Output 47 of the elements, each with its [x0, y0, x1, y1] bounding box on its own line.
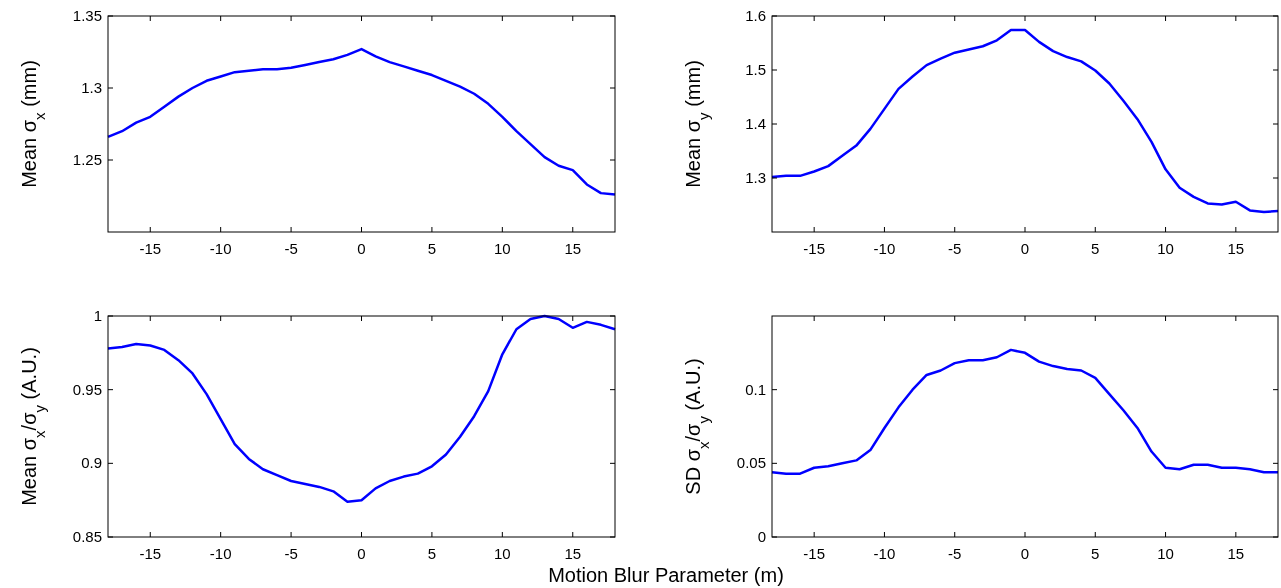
- x-tick-label: 5: [427, 545, 437, 562]
- line-series: [770, 28, 1280, 214]
- y-tick-label: 0.85: [72, 528, 102, 545]
- y-tick-label: 1.3: [745, 169, 766, 186]
- x-tick-label: -5: [284, 240, 298, 257]
- line-series: [106, 47, 617, 196]
- x-tick-label: 0: [357, 240, 366, 257]
- y-tick-label: 1.4: [745, 115, 766, 132]
- x-tick-label: -10: [873, 240, 896, 257]
- x-axis-title: Motion Blur Parameter (m): [548, 564, 784, 586]
- x-tick-label: 5: [427, 240, 437, 257]
- x-tick-label: 10: [493, 545, 511, 562]
- x-tick-label: 15: [564, 240, 582, 257]
- y-tick-label: 0.95: [72, 380, 102, 398]
- y-tick-label: 1.3: [81, 79, 102, 96]
- x-tick-label: 10: [1157, 240, 1174, 257]
- x-tick-label: 15: [1227, 240, 1245, 257]
- y-tick-label: 1.5: [745, 61, 766, 78]
- line-series: [106, 314, 617, 503]
- x-tick-label: -15: [139, 240, 162, 257]
- x-tick-label: -10: [209, 545, 232, 562]
- x-tick-label: 5: [1091, 545, 1100, 562]
- x-tick-label: 10: [493, 240, 511, 257]
- x-tick-label: -5: [948, 545, 962, 562]
- x-tick-label: -10: [209, 240, 232, 257]
- y-tick-label: 0.05: [736, 454, 766, 472]
- y-tick-label: 1.6: [745, 7, 766, 24]
- y-tick-label: 1: [93, 307, 102, 324]
- x-tick-label: -15: [803, 545, 826, 562]
- x-tick-label: 10: [1157, 545, 1174, 562]
- x-tick-label: 15: [564, 545, 582, 562]
- y-tick-label: 0: [757, 528, 766, 545]
- x-tick-label: -15: [803, 240, 826, 257]
- x-tick-label: 0: [357, 545, 366, 562]
- x-tick-label: -5: [948, 240, 962, 257]
- y-tick-label: 1.25: [72, 151, 102, 168]
- y-tick-label: 1.35: [72, 7, 102, 24]
- x-tick-label: -5: [284, 545, 298, 562]
- line-series: [770, 348, 1280, 475]
- x-tick-label: 15: [1227, 545, 1245, 562]
- x-tick-label: -15: [139, 545, 162, 562]
- y-tick-label: 0.1: [745, 380, 766, 398]
- x-tick-label: 0: [1020, 545, 1030, 562]
- y-tick-label: 0.9: [81, 454, 102, 472]
- x-tick-label: 0: [1020, 240, 1030, 257]
- x-tick-label: -10: [873, 545, 896, 562]
- x-tick-label: 5: [1091, 240, 1100, 257]
